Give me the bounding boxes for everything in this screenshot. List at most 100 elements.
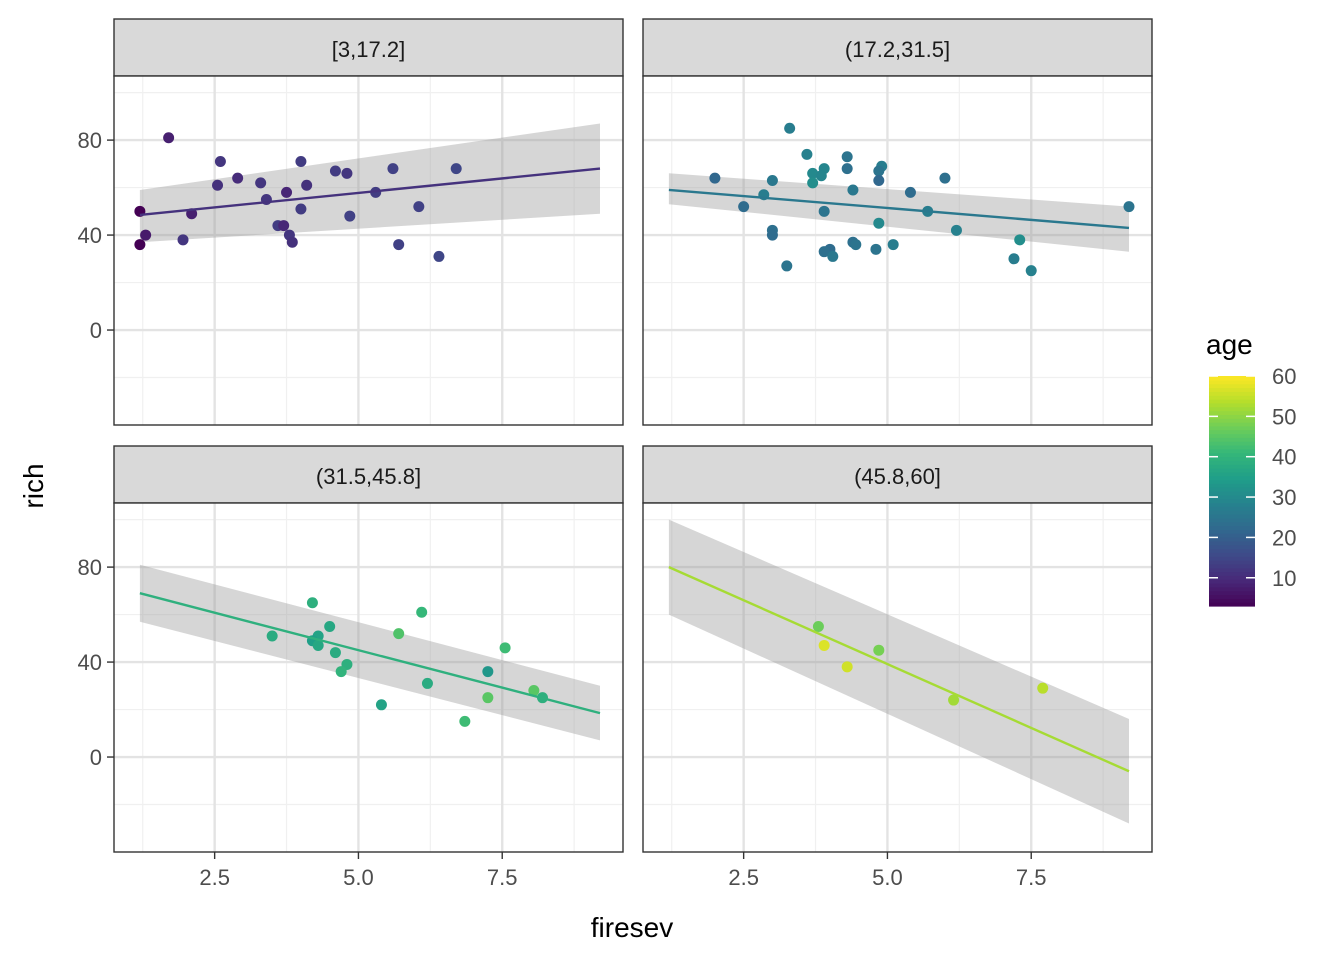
legend-color-segment [1209,491,1255,496]
data-point [341,167,353,179]
legend-color-segment [1209,571,1255,576]
data-point [528,685,540,697]
x-tick-label: 5.0 [343,865,374,890]
data-point [393,239,405,251]
panel-background [114,503,623,852]
confidence-band [668,173,1129,252]
legend-color-segment [1209,514,1255,519]
legend-color-segment [1209,548,1255,553]
y-axis-title: rich [18,463,49,508]
data-point [295,155,307,167]
data-point [421,677,433,689]
y-tick-label: 80 [78,555,102,580]
legend-color-segment [1209,483,1255,488]
legend-color-segment [1209,598,1255,603]
panel-background [643,76,1152,425]
legend-color-segment [1209,452,1255,458]
legend-color-segment [1209,567,1255,573]
color-legend: age 10 20 30 40 50 60 [1206,329,1296,607]
data-point [818,639,830,651]
legend-color-segment [1209,586,1255,592]
data-point [306,597,318,609]
legend-color-segment [1209,383,1255,389]
legend-color-segment [1209,498,1255,504]
data-point [873,217,885,229]
data-point [387,163,399,175]
legend-color-segment [1209,456,1255,461]
legend-color-segment [1209,602,1255,607]
data-point [1014,234,1026,246]
legend-tick-label: 20 [1272,525,1296,550]
data-point [873,165,885,177]
legend-color-segment [1209,556,1255,561]
y-tick-label: 0 [90,745,102,770]
fit-line [668,566,1130,773]
fit-line [139,592,601,715]
x-axis-title: firesev [591,912,673,943]
data-point [807,177,819,189]
legend-color-segment [1209,468,1255,473]
data-point [841,163,853,175]
facet-panel: (31.5,45.8] 0 40 80 2.5 5.0 7.5 [78,445,624,890]
legend-color-segment [1209,410,1255,415]
legend-color-segment [1209,540,1255,546]
y-tick-label: 40 [78,650,102,675]
legend-color-segment [1209,525,1255,530]
data-point [1123,201,1135,213]
data-point [450,163,462,175]
facet-panel: (17.2,31.5] [642,18,1153,426]
legend-tick-label: 60 [1272,364,1296,389]
data-point [948,694,960,706]
data-point [1037,682,1049,694]
data-point [255,177,267,189]
data-point [738,201,750,213]
data-point [281,186,293,198]
legend-color-segment [1209,425,1255,431]
panel-border [642,75,1153,426]
legend-color-segment [1209,590,1255,596]
x-tick-label: 5.0 [872,865,903,890]
legend-color-segment [1209,471,1255,477]
legend-color-segment [1209,517,1255,523]
x-tick-label: 7.5 [1016,865,1047,890]
legend-color-segment [1209,441,1255,446]
panel-background [643,503,1152,852]
data-point [232,172,244,184]
data-point [1008,253,1020,265]
data-point [433,250,445,262]
legend-color-segment [1209,579,1255,584]
legend-color-segment [1209,533,1255,538]
data-point [375,699,387,711]
legend-color-segment [1209,379,1255,385]
data-point [870,243,882,255]
legend-color-segment [1209,502,1255,507]
legend-color-segment [1209,594,1255,599]
x-tick-label: 7.5 [487,865,518,890]
data-point [1025,265,1037,277]
legend-tick-label: 40 [1272,445,1296,470]
data-point [140,229,152,241]
data-point [134,239,146,251]
data-point [818,246,830,258]
data-point [416,606,428,618]
panels-layer: [3,17.2] 0 40 80 (17.2,31.5] (31.5,45.8] 0 40 80… [78,18,1153,890]
legend-tick-label: 30 [1272,485,1296,510]
legend-color-segment [1209,376,1255,381]
legend-color-segment [1209,399,1255,404]
data-point [709,172,721,184]
legend-color-segment [1209,460,1255,465]
data-point [766,229,778,241]
data-point [499,642,511,654]
x-tick-label: 2.5 [728,865,759,890]
facet-strip [642,18,1153,77]
data-point [807,167,819,179]
data-point [781,260,793,272]
legend-color-segment [1209,418,1255,423]
data-point [784,122,796,134]
data-point [812,620,824,632]
legend-color-segment [1209,406,1255,412]
legend-color-segment [1209,429,1255,435]
legend-color-segment [1209,575,1255,580]
legend-colorbar: 10 20 30 40 50 60 [1209,364,1296,607]
y-tick-label: 0 [90,318,102,343]
